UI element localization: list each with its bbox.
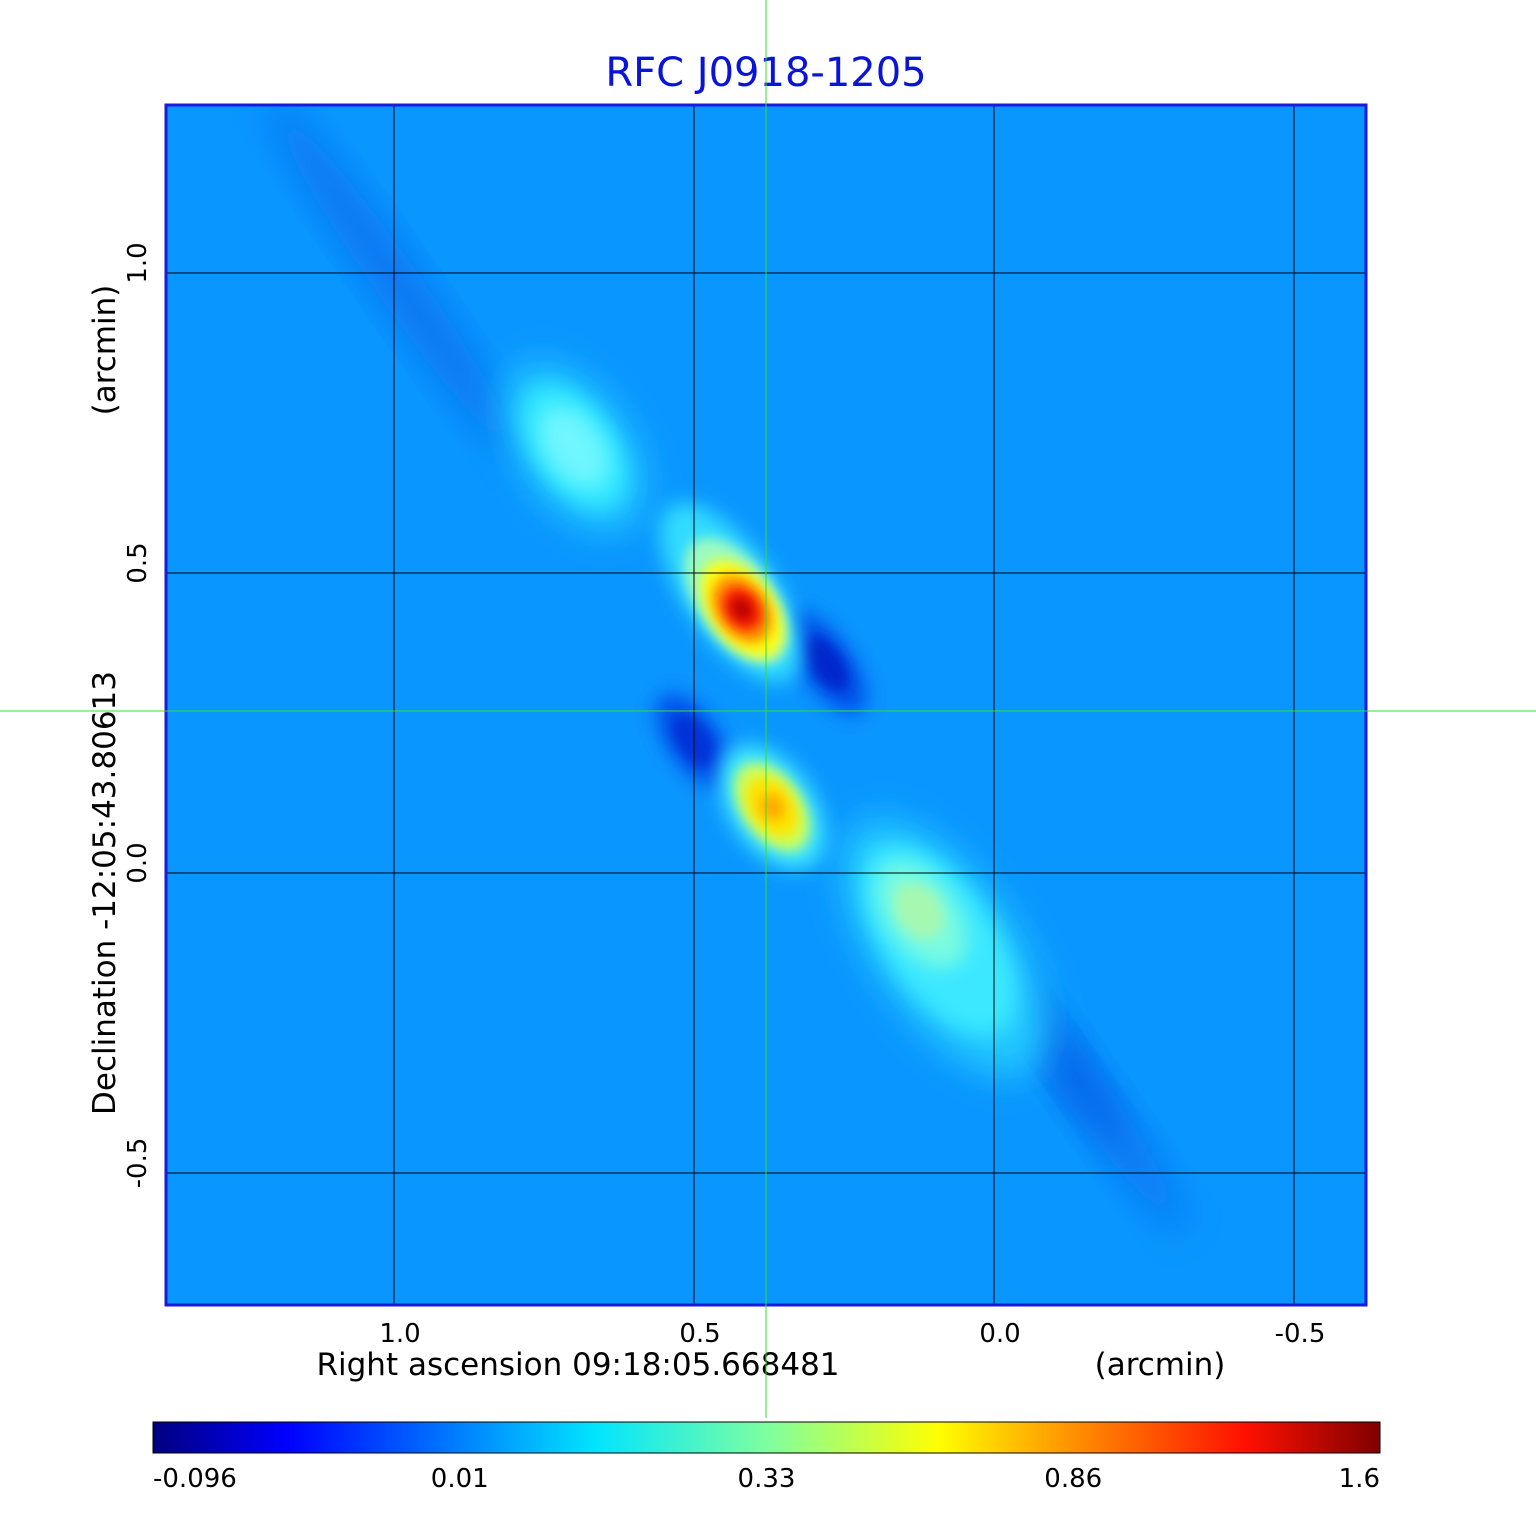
- emission-components: [503, 363, 1049, 1078]
- colorbar-tick-label: 0.33: [738, 1464, 796, 1494]
- x-tick-label: -0.5: [1275, 1319, 1326, 1349]
- component-knot: [719, 744, 825, 870]
- component-jet-blob-north: [503, 363, 645, 531]
- x-axis-unit: (arcmin): [1095, 1347, 1226, 1383]
- x-axis-label: Right ascension 09:18:05.668481: [316, 1347, 839, 1383]
- radio-image: [268, 105, 1185, 1232]
- component-negative-lobe-west: [785, 611, 867, 715]
- y-tick-labels: 1.0 0.5 0.0 -0.5: [123, 242, 153, 1188]
- x-tick-labels: 1.0 0.5 0.0 -0.5: [379, 1319, 1325, 1349]
- jet-blob-south-contour: [894, 883, 945, 939]
- core-contour: [730, 596, 754, 622]
- y-axis-unit: (arcmin): [87, 285, 123, 416]
- colorbar-tick-label: 0.86: [1044, 1464, 1102, 1494]
- negative-lobe-west-contour: [803, 635, 849, 691]
- y-tick-label: 0.5: [123, 542, 153, 583]
- component-jet-blob-south: [841, 818, 1049, 1078]
- colorbar-tick-label: -0.096: [153, 1464, 237, 1494]
- colorbar-gradient: [152, 1421, 1381, 1454]
- y-tick-label: -0.5: [123, 1138, 153, 1189]
- y-tick-label: 1.0: [123, 242, 153, 283]
- streak-north: [268, 105, 524, 462]
- crosshair: [0, 0, 1536, 1418]
- jet-blob-north-contour: [539, 406, 609, 488]
- colorbar-tick-labels: -0.096 0.01 0.33 0.86 1.6: [153, 1464, 1380, 1494]
- colorbar-tick-label: 1.6: [1339, 1464, 1380, 1494]
- x-tick-label: 0.5: [679, 1319, 720, 1349]
- colorbar-tick-label: 0.01: [431, 1464, 489, 1494]
- y-axis-label: Declination -12:05:43.80613: [87, 671, 123, 1115]
- x-tick-label: 0.0: [979, 1319, 1020, 1349]
- colorbar: -0.096 0.01 0.33 0.86 1.6: [152, 1421, 1381, 1494]
- x-tick-label: 1.0: [379, 1319, 420, 1349]
- y-tick-label: 0.0: [123, 842, 153, 883]
